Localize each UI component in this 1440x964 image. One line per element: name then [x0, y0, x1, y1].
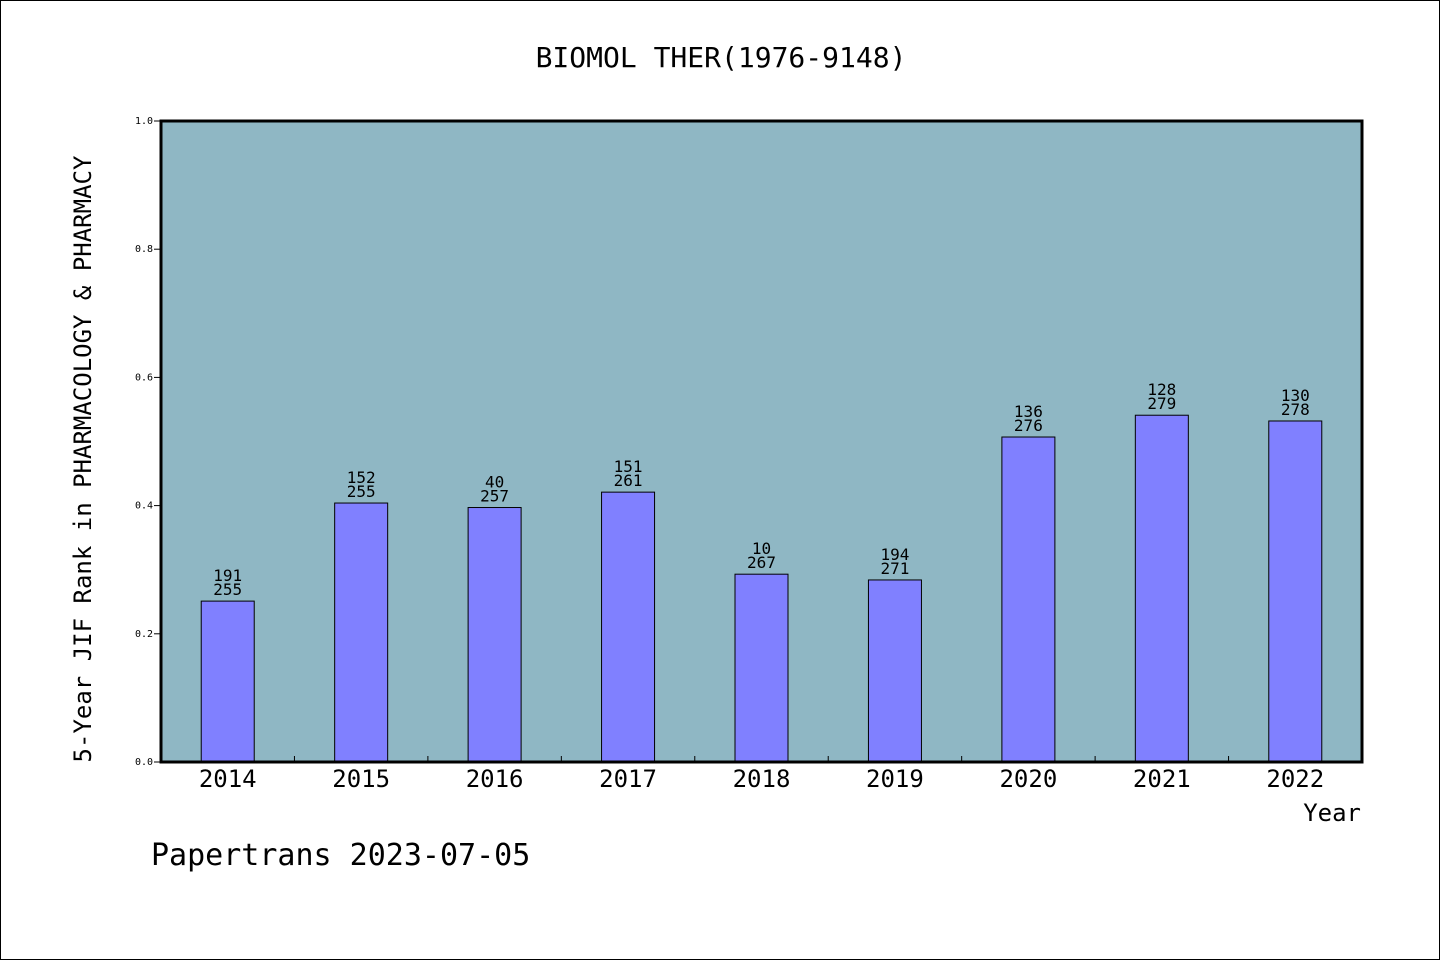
bar-total-label: 255 [347, 482, 376, 501]
bar-total-label: 279 [1147, 394, 1176, 413]
bar [734, 573, 789, 763]
x-tick-label: 2018 [733, 765, 791, 793]
x-tick-label: 2020 [999, 765, 1057, 793]
bar [1134, 414, 1189, 763]
y-tick-label: 0.4 [135, 501, 153, 512]
bar-total-label: 276 [1014, 416, 1043, 435]
bar [1001, 436, 1056, 763]
y-tick-label: 0.0 [135, 757, 153, 768]
bar [334, 502, 389, 763]
bar-rank-label: 10 [752, 539, 771, 558]
bar-rank-label: 151 [614, 457, 643, 476]
x-tick-label: 2021 [1133, 765, 1191, 793]
chart-title: BIOMOL THER(1976-9148) [536, 41, 907, 74]
bar [867, 579, 922, 763]
bar [1268, 420, 1323, 763]
y-tick-label: 1.0 [135, 116, 153, 127]
bar-total-label: 267 [747, 553, 776, 572]
x-tick-label: 2019 [866, 765, 924, 793]
y-tick-label: 0.8 [135, 244, 153, 255]
x-tick-label: 2017 [599, 765, 657, 793]
x-tick-label: 2016 [466, 765, 524, 793]
bar-rank-label: 152 [347, 468, 376, 487]
bar-rank-label: 191 [213, 566, 242, 585]
x-tick-label: 2015 [332, 765, 390, 793]
x-tick-label: 2014 [199, 765, 257, 793]
bar-rank-label: 194 [880, 545, 909, 564]
bar-rank-label: 40 [485, 473, 504, 492]
bar-rank-label: 128 [1147, 380, 1176, 399]
y-tick-label: 0.6 [135, 372, 153, 383]
bar-total-label: 257 [480, 487, 509, 506]
bar-rank-label: 136 [1014, 402, 1043, 421]
bar-total-label: 255 [213, 580, 242, 599]
x-tick-label: 2022 [1266, 765, 1324, 793]
bar-total-label: 271 [880, 559, 909, 578]
bar [467, 507, 522, 763]
x-axis: 2014 2015 2016 2017 2018 2019 2020 2021 2022 [199, 756, 1324, 793]
y-axis: 0.0 0.2 0.4 0.6 0.8 1.0 [135, 116, 161, 768]
x-axis-label: Year [1303, 799, 1361, 827]
plot-border [159, 119, 1364, 764]
bar-rank-label: 130 [1281, 386, 1310, 405]
bar-total-label: 278 [1281, 400, 1310, 419]
footer-credit: Papertrans 2023-07-05 [151, 838, 530, 873]
bar [200, 600, 255, 763]
y-tick-label: 0.2 [135, 629, 153, 640]
y-axis-label: 5-Year JIF Rank in PHARMACOLOGY & PHARMA… [69, 155, 97, 762]
bar [601, 491, 656, 763]
bar-total-label: 261 [614, 471, 643, 490]
